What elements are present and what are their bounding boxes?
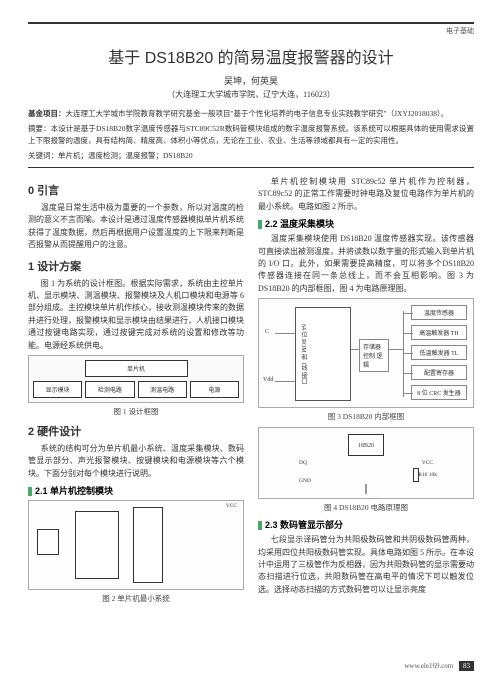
fig3-rbox-1: 高温触发器 TH xyxy=(411,325,467,340)
section-2-2-title: 2.2 温度采集模块 xyxy=(258,217,474,230)
bullet-icon xyxy=(258,521,262,530)
fig3-rbox-2: 低温触发器 TL xyxy=(411,345,467,360)
fig3-rbox-3: 配置寄存器 xyxy=(411,365,467,380)
sec-2-3-text: 2.3 数码管显示部分 xyxy=(265,520,343,530)
fig3-wire xyxy=(275,333,295,334)
bullet-icon xyxy=(258,220,262,229)
section-2-3-p1: 七段显示译码管分为共阳极数码管和共阴极数码管两种，均采用四位共阳极数码管实现。具… xyxy=(258,534,474,596)
fig4-gnd-icon xyxy=(366,484,367,494)
fig3-wire xyxy=(389,349,403,350)
section-2-title: 2 硬件设计 xyxy=(28,423,244,439)
abstract-block: 摘要：本设计是基于DS18B20数字温度传感器与STC89C52R数码管模块组成… xyxy=(28,123,474,146)
figure-1: 单片机 显示模块 检测电路 测温电路 电源 xyxy=(28,355,244,403)
fig1-cell-d: 电源 xyxy=(190,381,239,398)
fig4-pin-vcc: VCC xyxy=(422,460,433,466)
figure-3: C Vdd 64 位 ROM 和 1线 接口 存储器 控制 逻辑 温度传感器 高… xyxy=(258,298,474,408)
header-tag: 电子基础 xyxy=(28,26,474,36)
fund-block: 基金项目：大连理工大学城市学院教育教学研究基金一般项目"基于个性化培养的电子信息… xyxy=(28,108,474,119)
sec-2-1-text: 2.1 单片机控制模块 xyxy=(35,486,113,496)
fig1-top-cell: 单片机 xyxy=(85,360,188,377)
fig3-wire xyxy=(403,353,413,354)
fig2-vcc-label: VCC xyxy=(226,503,237,509)
fig3-wire xyxy=(403,373,413,374)
fig2-header xyxy=(133,507,163,583)
fig2-xtal xyxy=(37,529,59,555)
fig3-pin-vdd: Vdd xyxy=(263,377,273,383)
fig3-wire xyxy=(275,381,295,382)
bullet-icon xyxy=(28,487,32,496)
figure-1-caption: 图 1 设计框图 xyxy=(28,406,244,417)
section-2-1-title: 2.1 单片机控制模块 xyxy=(28,484,244,497)
footer-site: www.ele169.com xyxy=(404,662,453,670)
figure-2: VCC xyxy=(28,500,244,590)
fig3-rbox-4: 8 位 CRC 发生器 xyxy=(411,385,467,400)
keywords-text: 关键词：单片机；温度检测；温度报警；DS18B20 xyxy=(28,151,193,160)
fig3-wire xyxy=(403,393,413,394)
section-0-title: 0 引言 xyxy=(28,182,244,198)
left-column: 0 引言 温度是日常生活中极为重要的一个参数，所以对温度的检测的意义不言而喻。本… xyxy=(28,176,244,609)
fund-text: 大连理工大学城市学院教育教学研究基金一般项目"基于个性化培养的电子信息专业实践教… xyxy=(66,109,449,118)
section-2-2-p1: 温度采集模块使用 DS18B20 温度传感器实现。该传感器可直接读出被测温度，并… xyxy=(258,233,474,295)
fig4-package: 18B20 xyxy=(348,434,384,456)
fig4-pin-gnd: GND xyxy=(299,478,311,484)
right-column: 单片机控制模块用 STC89c52 单片机作为控制器，STC89c52 的正常工… xyxy=(258,176,474,609)
fig2-mcu xyxy=(75,511,119,579)
section-2-p1: 系统的结构可分为单片机最小系统、温度采集模块、数码管显示部分、声光报警模块、按键… xyxy=(28,443,244,480)
authors: 吴坤，何英昊 xyxy=(28,74,474,87)
footer: www.ele169.com 83 xyxy=(404,662,474,670)
fig1-cell-c: 测温电路 xyxy=(138,381,187,398)
figure-4-caption: 图 4 DS18B20 电路原理图 xyxy=(258,502,474,513)
abstract-text: 摘要：本设计是基于DS18B20数字温度传感器与STC89C52R数码管模块组成… xyxy=(28,124,474,144)
section-1-p1: 图 1 为系统的设计框图。根据实际需求，系统由主控单片机、显示模块、测温模块、报… xyxy=(28,278,244,352)
figure-4: 18B20 DQ VCC GND R16 10k xyxy=(258,427,474,499)
section-2-3-title: 2.3 数码管显示部分 xyxy=(258,518,474,531)
fig3-wire xyxy=(351,349,359,350)
fig3-main-block: 64 位 ROM 和 1线 接口 xyxy=(295,307,351,401)
fig3-port-block: 存储器 控制 逻辑 xyxy=(359,339,389,372)
fig3-wire xyxy=(403,333,413,334)
right-intro-p1: 单片机控制模块用 STC89c52 单片机作为控制器，STC89c52 的正常工… xyxy=(258,176,474,213)
fig1-cell-b: 检测电路 xyxy=(85,381,134,398)
fig3-main-label: 64 位 ROM 和 1线 接口 xyxy=(296,308,311,400)
sec-2-2-text: 2.2 温度采集模块 xyxy=(265,219,334,229)
figure-3-caption: 图 3 DS18B20 内部框图 xyxy=(258,411,474,422)
columns: 0 引言 温度是日常生活中极为重要的一个参数，所以对温度的检测的意义不言而喻。本… xyxy=(28,176,474,609)
paper-title: 基于 DS18B20 的简易温度报警器的设计 xyxy=(28,44,474,68)
fig3-wire xyxy=(403,313,413,314)
affiliation: （大连理工大学城市学院，辽宁大连，116023） xyxy=(28,89,474,100)
fig3-rbox-0: 温度传感器 xyxy=(411,305,467,320)
separator xyxy=(28,167,474,168)
fig4-pin-dq: DQ xyxy=(299,460,307,466)
section-1-title: 1 设计方案 xyxy=(28,258,244,274)
fig4-resistor-label: R16 10k xyxy=(418,472,437,478)
keywords-block: 关键词：单片机；温度检测；温度报警；DS18B20 xyxy=(28,150,474,161)
fig3-pin-c: C xyxy=(265,329,269,335)
top-rule xyxy=(28,22,474,24)
section-0-p1: 温度是日常生活中极为重要的一个参数，所以对温度的检测的意义不言而喻。本设计是通过… xyxy=(28,202,244,252)
fig3-bus xyxy=(403,311,404,397)
figure-2-caption: 图 2 单片机最小系统 xyxy=(28,593,244,604)
fig1-cell-a: 显示模块 xyxy=(33,381,82,398)
footer-page: 83 xyxy=(459,661,474,671)
